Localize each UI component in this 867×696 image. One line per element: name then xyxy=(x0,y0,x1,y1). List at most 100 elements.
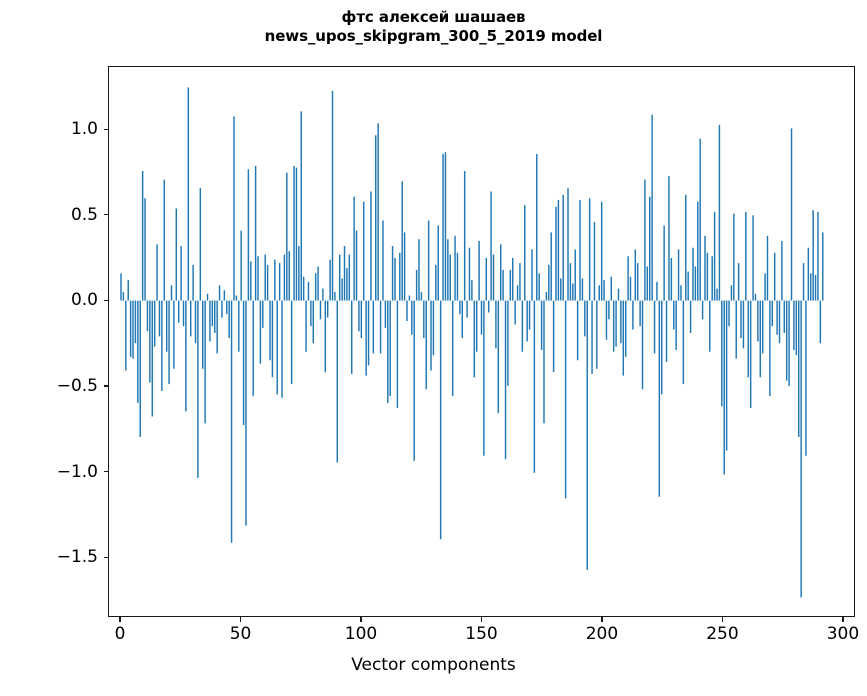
bar xyxy=(524,205,526,301)
bar xyxy=(634,249,637,301)
bar xyxy=(514,300,516,325)
bar xyxy=(283,254,286,301)
x-tick-mark xyxy=(842,617,844,622)
bar xyxy=(456,252,459,301)
bar xyxy=(199,188,202,301)
bar xyxy=(783,300,786,333)
bar xyxy=(262,300,264,328)
bar xyxy=(545,292,548,301)
bar xyxy=(218,285,221,301)
bar xyxy=(391,246,394,301)
bar xyxy=(649,196,651,301)
bar xyxy=(533,300,536,473)
bar xyxy=(331,90,334,301)
bar xyxy=(665,300,668,362)
bar xyxy=(627,256,629,301)
x-tick-label: 250 xyxy=(706,624,739,644)
bar xyxy=(473,300,476,378)
bar xyxy=(622,300,625,376)
bar xyxy=(598,285,600,301)
bar xyxy=(242,300,245,426)
bar xyxy=(149,300,151,383)
bar xyxy=(151,300,153,417)
bar xyxy=(177,300,180,323)
bar-series xyxy=(120,87,824,598)
bar xyxy=(668,176,670,301)
bar xyxy=(769,300,771,397)
bar xyxy=(351,300,353,374)
bar xyxy=(740,300,742,339)
bar xyxy=(766,235,769,301)
bar xyxy=(233,116,235,301)
bar xyxy=(745,211,747,301)
bar xyxy=(322,288,324,301)
bar xyxy=(788,300,790,386)
bar xyxy=(463,171,466,301)
bar xyxy=(651,114,653,301)
bar xyxy=(259,300,262,364)
bar xyxy=(620,300,622,344)
bar xyxy=(194,300,197,344)
bar xyxy=(399,252,401,301)
bar xyxy=(752,215,754,301)
bar xyxy=(353,196,355,301)
bar xyxy=(466,300,468,318)
bar xyxy=(141,171,144,301)
bar xyxy=(278,263,281,301)
bar xyxy=(129,300,132,357)
bar xyxy=(721,300,723,407)
bar xyxy=(125,300,127,371)
bar xyxy=(480,300,483,335)
bar xyxy=(716,288,718,301)
bar xyxy=(146,300,149,332)
bar xyxy=(709,300,711,352)
bar xyxy=(425,300,427,390)
bar xyxy=(475,300,478,352)
x-tick-label: 200 xyxy=(585,624,619,644)
bar xyxy=(761,300,764,354)
bar xyxy=(468,247,471,301)
bar xyxy=(483,300,485,456)
bar xyxy=(302,276,305,301)
bar xyxy=(564,300,567,499)
bar xyxy=(610,276,612,301)
bar xyxy=(624,300,627,357)
bar xyxy=(500,244,502,301)
bar xyxy=(228,300,230,339)
bar xyxy=(687,271,689,301)
bar xyxy=(250,261,252,301)
bar xyxy=(509,269,512,301)
x-tick-mark xyxy=(239,617,242,622)
bar xyxy=(706,252,709,301)
bar xyxy=(785,300,788,381)
bar xyxy=(127,280,129,301)
bar xyxy=(295,167,298,301)
bar xyxy=(536,153,538,301)
bar xyxy=(384,300,387,328)
bar xyxy=(603,280,605,301)
bar xyxy=(442,153,444,301)
bar xyxy=(588,198,591,301)
bar xyxy=(526,300,528,342)
bar xyxy=(673,300,675,330)
bar xyxy=(439,300,442,540)
bar xyxy=(584,300,586,337)
bar xyxy=(658,300,661,497)
bar xyxy=(805,300,807,456)
bar xyxy=(120,273,122,301)
bar xyxy=(629,276,632,301)
bar xyxy=(192,264,194,301)
bar xyxy=(413,300,415,461)
bar xyxy=(810,273,812,301)
bar xyxy=(528,300,531,330)
bar xyxy=(552,300,555,373)
y-tick-label: 0.0 xyxy=(70,290,98,311)
bar xyxy=(579,199,581,301)
bar xyxy=(165,300,168,352)
bar xyxy=(572,283,574,301)
bar xyxy=(737,263,740,301)
bar xyxy=(670,257,673,301)
bar xyxy=(307,281,310,301)
bar xyxy=(781,240,783,301)
bar xyxy=(238,300,240,352)
